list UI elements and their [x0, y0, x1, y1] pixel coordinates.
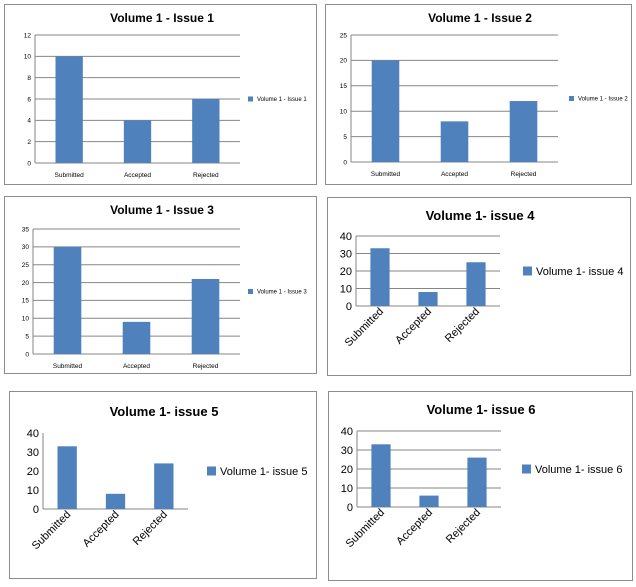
chart-svg: Volume 1 - Issue 2 0 5 10 15 20 25 Submitted Acc… [340, 11, 629, 178]
y-tick-label: 5 [25, 333, 29, 340]
legend-swatch [248, 289, 253, 294]
x-tick-label: Accepted [123, 363, 150, 370]
bar-accepted [418, 292, 438, 306]
x-tick-label: Accepted [393, 306, 434, 347]
legend-label: Volume 1 - Issue 1 [257, 97, 307, 103]
bar-accepted [123, 120, 152, 163]
y-tick-label: 10 [27, 485, 39, 497]
bar-accepted [419, 495, 439, 507]
bar-submitted [370, 248, 390, 306]
y-tick-label: 0 [25, 351, 29, 358]
y-tick-label: 15 [340, 83, 348, 90]
chart-title: Volume 1 - Issue 2 [428, 11, 532, 25]
bar-accepted [122, 321, 151, 354]
chart-title: Volume 1- issue 6 [427, 402, 536, 417]
x-tick-label: Rejected [511, 171, 537, 178]
bar-rejected [154, 463, 174, 509]
chart-panel-issue-1: Volume 1 - Issue 1 0 2 4 6 8 10 12 Submitted Acce… [4, 4, 317, 185]
y-tick-label: 20 [27, 466, 39, 478]
y-tick-label: 0 [27, 160, 31, 167]
bar-submitted [371, 444, 391, 507]
legend-label: Volume 1 - Issue 3 [257, 290, 307, 296]
y-tick-label: 40 [340, 231, 352, 243]
y-tick-label: 20 [22, 280, 30, 287]
chart-panel-issue-5: Volume 1- issue 5 0 10 20 30 40 Submitted Accep… [9, 391, 317, 579]
legend-label: Volume 1 - Issue 2 [578, 97, 628, 103]
bar-submitted [57, 446, 77, 509]
y-tick-label: 30 [27, 447, 39, 459]
legend-swatch [569, 96, 574, 101]
x-tick-label: Rejected [444, 507, 483, 546]
y-tick-label: 0 [347, 502, 353, 514]
chart-svg: Volume 1 - Issue 3 0 5 10 15 20 25 30 35 Submitte… [22, 203, 308, 370]
bar-submitted [371, 60, 400, 162]
chart-panel-issue-3: Volume 1 - Issue 3 0 5 10 15 20 25 30 35 Submitte… [4, 196, 317, 374]
y-tick-label: 25 [22, 262, 30, 269]
y-tick-label: 10 [22, 316, 30, 323]
x-tick-label: Rejected [193, 172, 219, 179]
chart-title: Volume 1 - Issue 3 [110, 203, 214, 217]
bar-submitted [53, 246, 82, 354]
y-tick-label: 12 [24, 32, 32, 39]
chart-title: Volume 1- issue 4 [426, 208, 536, 223]
y-tick-label: 40 [341, 426, 353, 438]
x-tick-label: Accepted [441, 171, 468, 178]
x-tick-label: Accepted [124, 172, 151, 179]
y-tick-label: 5 [343, 134, 347, 141]
chart-panel-issue-6: Volume 1- issue 6 0 10 20 30 40 Submitted Accep… [328, 391, 633, 581]
legend-swatch [248, 96, 253, 102]
x-tick-label: Rejected [193, 363, 219, 370]
legend-swatch [207, 466, 216, 476]
y-tick-label: 35 [22, 226, 30, 233]
chart-panel-issue-4: Volume 1- issue 4 0 10 20 30 40 Submitted Accep… [327, 197, 631, 376]
y-tick-label: 4 [27, 118, 31, 125]
chart-title: Volume 1 - Issue 1 [110, 11, 214, 25]
y-tick-label: 15 [22, 298, 30, 305]
legend-label: Volume 1- issue 6 [535, 464, 622, 476]
y-tick-label: 30 [22, 244, 30, 251]
y-tick-label: 0 [343, 159, 347, 166]
x-tick-label: Submitted [371, 171, 401, 178]
bar-rejected [466, 262, 486, 306]
x-tick-label: Accepted [81, 509, 122, 550]
bar-accepted [440, 121, 469, 162]
y-tick-label: 8 [27, 75, 31, 82]
y-tick-label: 40 [27, 428, 39, 440]
bar-rejected [509, 101, 538, 162]
y-tick-label: 25 [340, 32, 348, 39]
legend-swatch [523, 266, 532, 276]
bar-rejected [467, 457, 487, 507]
chart-svg: Volume 1 - Issue 1 0 2 4 6 8 10 12 Submitted Acce… [24, 11, 308, 179]
y-tick-label: 20 [340, 266, 352, 278]
legend-label: Volume 1- issue 4 [536, 266, 623, 278]
bar-rejected [192, 99, 220, 163]
y-tick-label: 10 [24, 54, 32, 61]
legend-swatch [522, 464, 531, 474]
y-tick-label: 10 [340, 108, 348, 115]
chart-panel-issue-2: Volume 1 - Issue 2 0 5 10 15 20 25 Submitted Acc… [325, 4, 632, 185]
y-tick-label: 30 [341, 445, 353, 457]
legend-label: Volume 1- issue 5 [220, 466, 307, 478]
x-tick-label: Rejected [131, 509, 170, 548]
y-tick-label: 20 [341, 464, 353, 476]
y-tick-label: 30 [340, 248, 352, 260]
y-tick-label: 10 [340, 283, 352, 295]
bar-submitted [55, 56, 83, 164]
chart-title: Volume 1- issue 5 [110, 404, 219, 419]
x-tick-label: Accepted [394, 507, 435, 548]
x-tick-label: Rejected [443, 306, 482, 345]
x-tick-label: Submitted [55, 172, 85, 179]
y-tick-label: 0 [346, 301, 352, 313]
y-tick-label: 20 [340, 58, 348, 65]
y-tick-label: 2 [27, 139, 31, 146]
bar-rejected [191, 279, 220, 354]
y-tick-label: 0 [33, 504, 39, 516]
bar-accepted [105, 493, 126, 509]
x-tick-label: Submitted [53, 363, 83, 370]
y-tick-label: 10 [341, 483, 353, 495]
y-tick-label: 6 [27, 96, 31, 103]
